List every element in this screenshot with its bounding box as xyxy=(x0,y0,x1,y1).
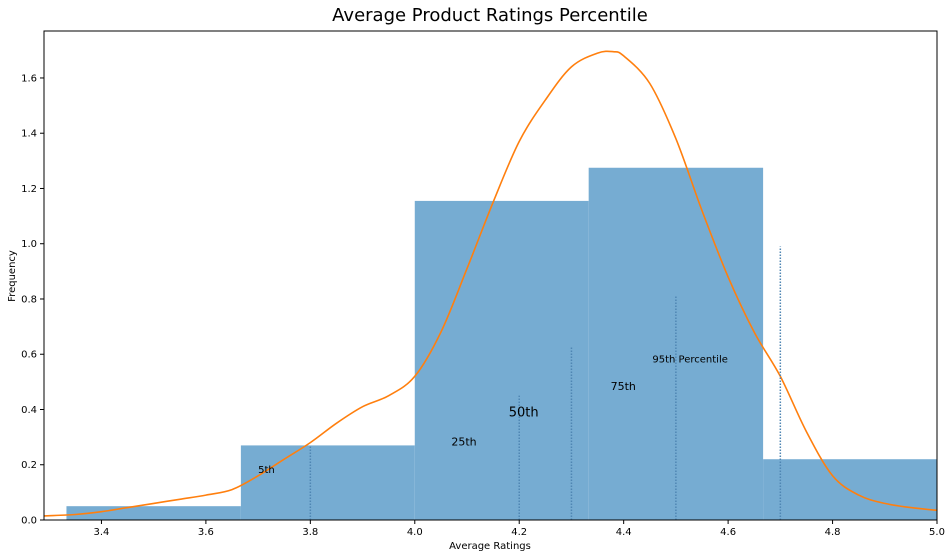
y-tick-label-5: 1.0 xyxy=(21,239,37,250)
chart-title: Average Product Ratings Percentile xyxy=(332,5,648,26)
x-tick-label-8: 5.0 xyxy=(929,527,945,538)
x-tick-label-7: 4.8 xyxy=(825,527,841,538)
histogram-bar-1 xyxy=(240,445,415,520)
plot-frame xyxy=(43,30,938,521)
y-tick-label-7: 1.4 xyxy=(21,129,37,140)
percentile-label-2: 50th xyxy=(509,405,539,420)
percentile-label-1: 25th xyxy=(451,435,476,448)
x-tick-label-5: 4.4 xyxy=(616,527,632,538)
y-tick-label-1: 0.2 xyxy=(21,460,37,471)
x-tick-label-3: 4.0 xyxy=(407,527,423,538)
y-tick-label-2: 0.4 xyxy=(21,405,37,416)
y-axis-label: Frequency xyxy=(7,250,18,302)
histogram-bar-2 xyxy=(414,200,589,520)
y-tick-label-0: 0.0 xyxy=(21,516,37,527)
percentile-lines: 5th 25th 50th 75th 95th Percentile xyxy=(258,246,782,520)
y-tick-label-3: 0.6 xyxy=(21,350,37,361)
x-tick-label-0: 3.4 xyxy=(93,527,109,538)
percentile-label-4: 95th Percentile xyxy=(652,355,728,366)
x-axis: 3.4 3.6 3.8 4.0 4.2 4.4 4.6 4.8 5.0 xyxy=(93,520,945,538)
percentile-label-0: 5th xyxy=(258,465,275,476)
percentile-label-3: 75th xyxy=(611,380,636,393)
y-tick-label-6: 1.2 xyxy=(21,184,37,195)
y-tick-label-8: 1.6 xyxy=(21,73,37,84)
x-axis-label: Average Ratings xyxy=(449,541,531,552)
x-tick-label-1: 3.6 xyxy=(198,527,214,538)
histogram-bar-3 xyxy=(588,167,764,520)
y-tick-label-4: 0.8 xyxy=(21,294,37,305)
x-tick-label-2: 3.8 xyxy=(302,527,318,538)
y-axis: 0.0 0.2 0.4 0.6 0.8 1.0 1.2 1.4 1.6 xyxy=(21,73,44,527)
histogram-bars xyxy=(66,167,937,520)
kde-layer xyxy=(43,50,938,517)
x-tick-label-4: 4.2 xyxy=(511,527,527,538)
x-tick-label-6: 4.6 xyxy=(720,527,736,538)
kde-curve xyxy=(43,50,938,517)
